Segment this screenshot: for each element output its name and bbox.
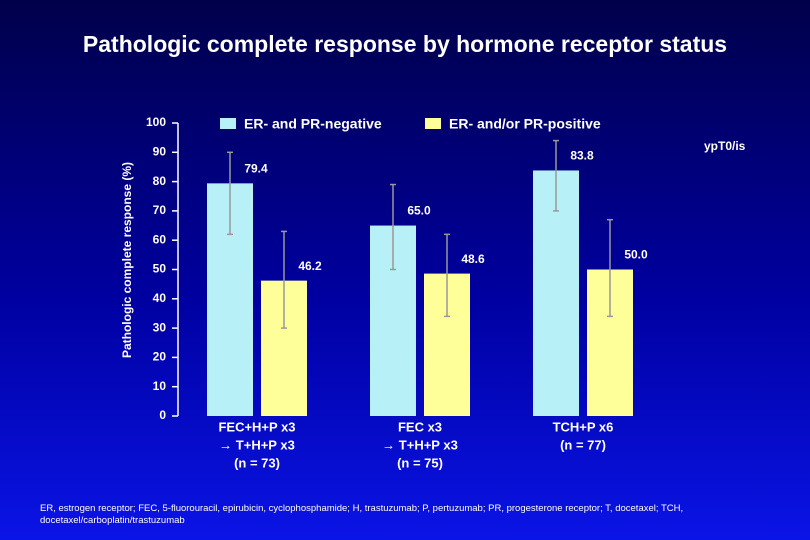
y-tick-label: 60 <box>153 232 167 246</box>
y-tick-label: 20 <box>153 350 167 364</box>
y-tick-label: 50 <box>153 262 167 276</box>
y-tick-label: 0 <box>159 408 166 422</box>
footnote: ER, estrogen receptor; FEC, 5-fluorourac… <box>40 503 684 526</box>
value-label: 48.6 <box>461 252 485 266</box>
value-label: 46.2 <box>298 259 322 273</box>
y-tick-label: 90 <box>153 144 167 158</box>
chart-title: Pathologic complete response by hormone … <box>83 31 727 57</box>
y-tick-label: 70 <box>153 203 167 217</box>
x-tick-label: TCH+P x6 <box>553 419 614 434</box>
x-tick-label: → T+H+P x3 <box>382 437 458 452</box>
y-tick-label: 100 <box>146 115 166 129</box>
legend-swatch <box>220 118 236 129</box>
value-label: 50.0 <box>624 248 648 262</box>
y-tick-label: 10 <box>153 379 167 393</box>
annotation: ypT0/is <box>704 139 746 153</box>
x-tick-label: (n = 77) <box>560 437 606 452</box>
x-tick-label: FEC x3 <box>398 419 442 434</box>
x-tick-label: → T+H+P x3 <box>219 437 295 452</box>
x-tick-label: (n = 75) <box>397 455 443 470</box>
x-tick-label: (n = 73) <box>234 455 280 470</box>
y-tick-label: 80 <box>153 174 167 188</box>
value-label: 83.8 <box>570 149 594 163</box>
y-tick-label: 40 <box>153 291 167 305</box>
x-tick-label: FEC+H+P x3 <box>218 419 295 434</box>
y-tick-label: 30 <box>153 320 167 334</box>
value-label: 79.4 <box>244 162 268 176</box>
legend-label: ER- and/or PR-positive <box>449 116 601 132</box>
value-label: 65.0 <box>407 204 431 218</box>
y-axis-label: Pathologic complete response (%) <box>120 162 134 358</box>
legend-label: ER- and PR-negative <box>244 116 382 132</box>
legend-swatch <box>425 118 441 129</box>
